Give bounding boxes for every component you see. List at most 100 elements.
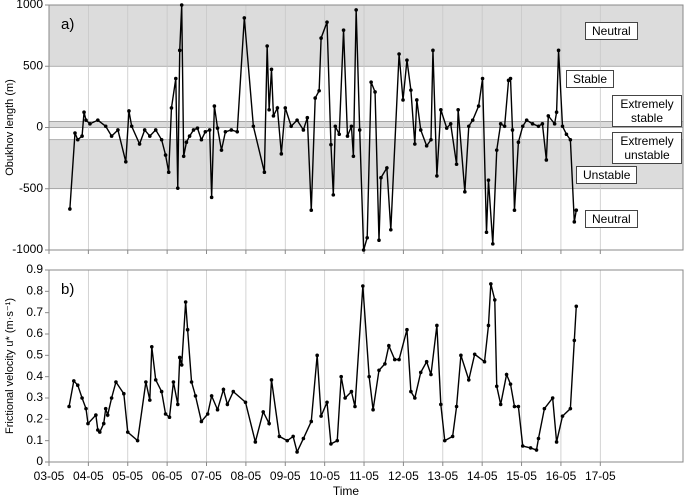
data-point — [470, 118, 475, 122]
data-point — [331, 193, 336, 197]
y-tick-label: 0.8 — [26, 284, 43, 298]
y-tick-label: 0.4 — [26, 369, 43, 383]
data-point — [212, 104, 217, 108]
data-point — [361, 284, 365, 288]
region — [48, 4, 684, 67]
data-point — [142, 128, 147, 132]
data-point — [269, 67, 274, 72]
data-point — [313, 96, 318, 100]
data-point — [163, 153, 168, 157]
region-label: Extremely stable — [612, 95, 682, 127]
data-point — [223, 129, 228, 134]
data-point — [175, 402, 180, 407]
data-point — [335, 438, 340, 443]
data-point — [486, 323, 491, 328]
data-point — [454, 162, 459, 167]
data-point — [207, 128, 212, 132]
data-point — [73, 131, 77, 135]
data-point — [279, 152, 284, 156]
y-tick-label: 0.6 — [26, 326, 43, 340]
data-point — [189, 380, 194, 384]
data-point — [265, 44, 269, 48]
data-point — [373, 90, 377, 94]
data-point — [80, 134, 84, 138]
data-point — [466, 378, 471, 382]
data-point — [492, 298, 497, 302]
data-point — [392, 357, 397, 362]
data-point — [148, 134, 152, 138]
data-point — [305, 115, 310, 120]
data-point — [105, 413, 110, 417]
data-point — [301, 436, 306, 441]
data-point — [361, 248, 366, 252]
data-point — [301, 128, 306, 132]
data-point — [329, 142, 333, 147]
data-point — [174, 76, 178, 81]
data-point — [163, 412, 168, 416]
data-point — [153, 378, 158, 382]
data-point — [135, 438, 140, 443]
data-point — [267, 421, 271, 426]
data-point — [122, 391, 126, 396]
data-point — [397, 357, 401, 362]
plot-frame — [48, 4, 684, 251]
data-point — [114, 380, 118, 384]
panel-label: b) — [61, 281, 74, 298]
data-point — [357, 128, 362, 132]
data-point — [554, 440, 559, 444]
y-tick-label: 0 — [36, 454, 43, 468]
data-point — [498, 402, 503, 407]
data-point — [295, 450, 299, 454]
data-point — [235, 129, 240, 134]
data-point — [175, 186, 180, 190]
data-point — [486, 178, 491, 182]
x-tick-label: 07-05 — [191, 469, 222, 483]
data-point — [319, 414, 323, 418]
y-tick-label: 0.1 — [26, 433, 43, 447]
data-point — [512, 404, 517, 409]
data-point — [516, 140, 521, 144]
data-point — [183, 300, 188, 304]
data-point — [405, 58, 409, 62]
x-tick-label: 15-05 — [506, 469, 537, 483]
x-tick-label: 12-05 — [388, 469, 419, 483]
data-point — [80, 396, 84, 400]
data-point — [540, 122, 545, 126]
data-point — [88, 122, 92, 126]
data-point — [409, 88, 413, 92]
data-point — [289, 124, 293, 129]
data-point — [101, 421, 106, 426]
data-point — [137, 142, 142, 146]
x-tick-label: 03-05 — [34, 469, 65, 483]
y-tick-label: 1000 — [16, 0, 43, 11]
data-point — [414, 98, 419, 102]
data-point — [167, 415, 172, 420]
data-point — [185, 327, 190, 332]
data-point — [225, 402, 230, 407]
data-point — [345, 134, 350, 138]
data-point — [459, 353, 463, 358]
y-tick-label: 0 — [36, 120, 43, 134]
data-point — [574, 304, 579, 309]
data-point — [277, 434, 282, 439]
data-point — [271, 114, 276, 118]
data-point — [86, 421, 90, 426]
data-point — [353, 404, 357, 409]
data-point — [243, 400, 248, 405]
y-tick-label: 0.2 — [26, 412, 43, 426]
x-tick-label: 06-05 — [152, 469, 183, 483]
data-point — [528, 446, 533, 450]
data-point — [494, 148, 499, 152]
data-point — [199, 419, 204, 424]
data-point — [84, 406, 88, 411]
data-point — [371, 407, 375, 412]
data-point — [103, 406, 108, 411]
data-point — [251, 124, 256, 129]
data-point — [221, 387, 226, 392]
data-point — [177, 48, 182, 53]
data-point — [262, 170, 267, 175]
data-point — [109, 134, 114, 138]
data-point — [67, 404, 71, 409]
data-point — [377, 238, 381, 242]
